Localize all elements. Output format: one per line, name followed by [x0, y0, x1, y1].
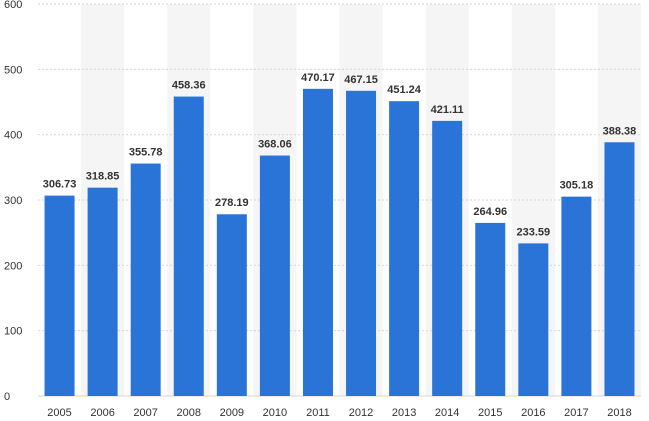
- x-tick-label: 2010: [263, 407, 287, 419]
- bar: [346, 90, 377, 396]
- data-label: 278.19: [215, 197, 249, 209]
- data-label: 458.36: [172, 80, 206, 92]
- x-tick-label: 2017: [564, 407, 588, 419]
- data-label: 305.18: [560, 180, 594, 192]
- bar: [561, 196, 592, 396]
- x-tick-label: 2018: [607, 407, 631, 419]
- bar: [302, 88, 333, 396]
- data-label: 388.38: [603, 125, 637, 137]
- data-labels: 306.73 318.85 355.78 458.36 278.19 368.06 470.…: [43, 72, 637, 239]
- bar: [259, 155, 290, 396]
- bar: [604, 142, 635, 396]
- x-tick-label: 2009: [220, 407, 244, 419]
- data-label: 306.73: [43, 179, 77, 191]
- data-label: 368.06: [258, 139, 292, 151]
- data-label: 264.96: [473, 206, 507, 218]
- x-tick-label: 2016: [521, 407, 545, 419]
- x-tick-label: 2007: [133, 407, 157, 419]
- data-label: 421.11: [431, 104, 464, 116]
- y-tick-label: 0: [4, 391, 10, 403]
- y-tick-label: 600: [4, 0, 22, 11]
- bars: [44, 88, 635, 396]
- bar: [518, 243, 549, 396]
- x-tick-label: 2005: [47, 407, 71, 419]
- data-label: 451.24: [387, 84, 422, 96]
- data-label: 233.59: [516, 226, 550, 238]
- y-axis-ticks: 0 100 200 300 400 500 600: [4, 0, 22, 403]
- y-tick-label: 500: [4, 64, 22, 76]
- bar: [389, 101, 420, 396]
- x-axis-ticks: 2005 2006 2007 2008 2009 2010 2011 2012 2013 2014…: [47, 407, 631, 419]
- bar: [173, 96, 204, 396]
- y-tick-label: 100: [4, 326, 22, 338]
- y-tick-label: 200: [4, 260, 22, 272]
- x-tick-label: 2013: [392, 407, 416, 419]
- y-tick-label: 400: [4, 130, 22, 142]
- bar: [216, 214, 247, 396]
- x-tick-label: 2008: [177, 407, 201, 419]
- x-tick-label: 2012: [349, 407, 373, 419]
- data-label: 355.78: [129, 147, 163, 159]
- bar: [44, 195, 75, 396]
- bar: [130, 163, 161, 396]
- bar: [432, 120, 463, 396]
- x-tick-label: 2015: [478, 407, 502, 419]
- y-tick-label: 300: [4, 195, 22, 207]
- data-label: 467.15: [344, 74, 378, 86]
- data-label: 318.85: [86, 171, 120, 183]
- x-tick-label: 2011: [306, 407, 330, 419]
- x-tick-label: 2006: [90, 407, 114, 419]
- x-tick-label: 2014: [435, 407, 459, 419]
- bar: [87, 187, 118, 396]
- bar: [475, 222, 506, 396]
- data-label: 470.17: [301, 72, 335, 84]
